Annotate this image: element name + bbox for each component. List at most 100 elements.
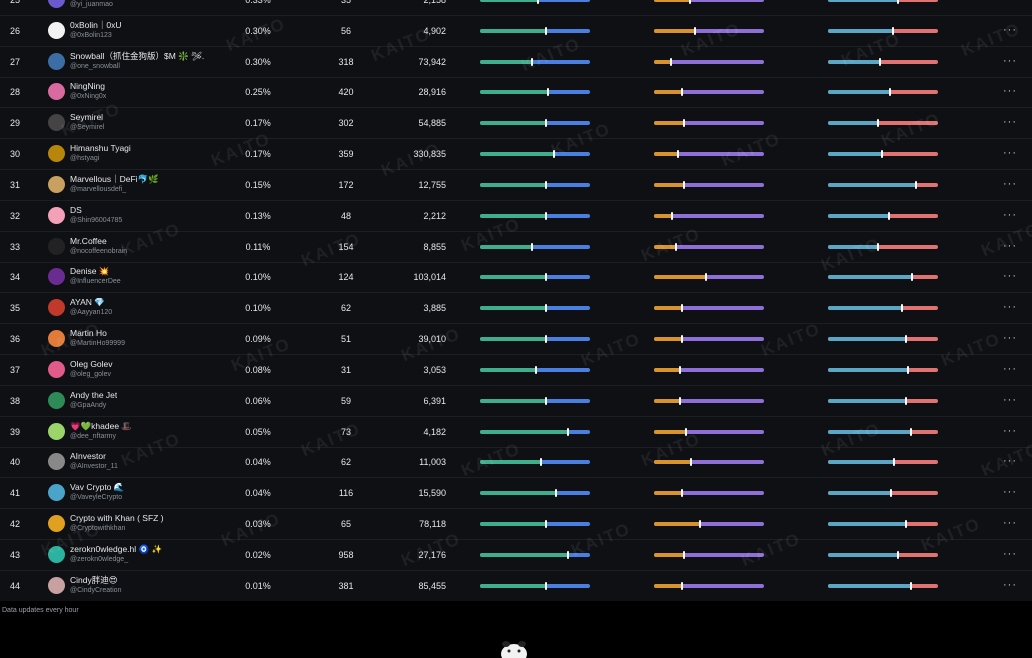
user-name: Oleg Golev — [70, 358, 113, 369]
more-button[interactable]: ··· — [1003, 486, 1017, 499]
mindshare: 0.11% — [245, 241, 271, 252]
split-bar — [654, 275, 764, 280]
split-bar — [828, 306, 938, 311]
engagement: 85,455 — [418, 580, 446, 591]
split-bar — [480, 244, 590, 249]
split-bar-left — [654, 275, 706, 280]
more-button[interactable]: ··· — [1003, 0, 1017, 5]
split-bar — [480, 152, 590, 157]
user-handle: @Seymirel — [70, 124, 105, 132]
more-button[interactable]: ··· — [1003, 424, 1017, 437]
mindshare: 0.10% — [245, 272, 271, 283]
user-handle: @0xBolin123 — [70, 31, 112, 39]
split-marker — [891, 26, 894, 35]
mindshare: 0.17% — [245, 118, 271, 129]
rank: 26 — [9, 25, 20, 36]
split-marker — [893, 458, 895, 467]
user-handle: @oleg_golev — [70, 370, 111, 378]
split-bar-left — [828, 152, 882, 157]
engagement: 103,014 — [413, 272, 446, 283]
more-button[interactable]: ··· — [1003, 54, 1017, 67]
more-button[interactable]: ··· — [1003, 116, 1017, 129]
engagement: 4,902 — [423, 25, 446, 36]
engagement: 2,158 — [423, 0, 446, 5]
split-bar-left — [828, 121, 878, 126]
more-button[interactable]: ··· — [1003, 177, 1017, 190]
engagement: 15,590 — [418, 488, 446, 499]
engagement: 6,391 — [423, 395, 446, 406]
leaderboard-table: 25 @yi_juanmao 0.33% 35 2,158 ··· 26 0xBolin｜0x… — [0, 0, 1032, 601]
split-marker — [889, 489, 892, 498]
user-name: Marvellous｜DeFi🐬🌿 — [70, 173, 159, 184]
split-bar — [828, 337, 938, 342]
split-bar — [654, 152, 764, 157]
more-button[interactable]: ··· — [1003, 393, 1017, 406]
split-bar — [480, 367, 590, 372]
split-marker — [910, 273, 913, 282]
user-handle: @VaveyleCrypto — [70, 494, 123, 502]
more-button[interactable]: ··· — [1003, 455, 1017, 468]
post-count: 381 — [338, 580, 354, 591]
split-marker — [545, 520, 547, 529]
split-marker — [876, 242, 879, 251]
avatar — [48, 453, 65, 471]
split-bar-left — [480, 552, 568, 557]
split-bar-left — [828, 59, 880, 64]
split-bar-left — [654, 337, 682, 342]
user-handle: @zerokn0wledge_ — [70, 555, 129, 563]
user-handle: @dee_nftarmy — [70, 432, 117, 440]
split-marker — [539, 458, 542, 467]
more-button[interactable]: ··· — [1003, 362, 1017, 375]
split-bar — [654, 90, 764, 95]
split-marker — [545, 119, 547, 128]
split-marker — [909, 427, 912, 436]
split-bar-left — [654, 491, 682, 496]
mindshare: 0.30% — [245, 56, 271, 67]
more-button[interactable]: ··· — [1003, 332, 1017, 345]
split-marker — [552, 150, 555, 159]
user-name: Vav Crypto 🌊 — [70, 482, 125, 493]
more-button[interactable]: ··· — [1003, 208, 1017, 221]
split-marker — [677, 150, 680, 159]
split-marker — [669, 57, 672, 66]
split-marker — [878, 57, 881, 66]
split-bar-left — [828, 306, 902, 311]
rank: 27 — [9, 56, 20, 67]
user-name: Andy the Jet — [70, 389, 118, 400]
split-marker — [693, 26, 696, 35]
split-marker — [545, 273, 547, 282]
leaderboard-row: 26 0xBolin｜0xU @0xBolin123 0.30% 56 4,902 ··· — [0, 16, 1032, 47]
mindshare: 0.10% — [245, 303, 271, 314]
avatar — [48, 515, 65, 533]
avatar — [48, 422, 65, 440]
split-marker — [900, 304, 903, 313]
split-marker — [545, 396, 547, 405]
split-bar-left — [480, 429, 568, 434]
split-bar-left — [828, 460, 894, 465]
leaderboard-row: 44 Cindy胖迪😍 @CindyCreation 0.01% 381 85,455 ··… — [0, 571, 1032, 601]
more-button[interactable]: ··· — [1003, 517, 1017, 530]
more-button[interactable]: ··· — [1003, 301, 1017, 314]
more-button[interactable]: ··· — [1003, 578, 1017, 591]
post-count: 420 — [338, 87, 354, 98]
split-bar-left — [480, 90, 549, 95]
more-button[interactable]: ··· — [1003, 547, 1017, 560]
split-bar-left — [654, 28, 695, 33]
more-button[interactable]: ··· — [1003, 23, 1017, 36]
split-bar-left — [828, 337, 907, 342]
split-marker — [905, 520, 908, 529]
more-button[interactable]: ··· — [1003, 147, 1017, 160]
engagement: 4,182 — [423, 426, 446, 437]
avatar — [48, 391, 65, 409]
engagement: 54,885 — [418, 118, 446, 129]
split-bar — [480, 306, 590, 311]
split-bar — [480, 0, 590, 2]
split-bar-left — [654, 244, 676, 249]
more-button[interactable]: ··· — [1003, 85, 1017, 98]
split-bar — [654, 460, 764, 465]
user-name: Crypto with Khan ( SFZ ) — [70, 513, 164, 524]
user-name: Martin Ho — [70, 328, 107, 339]
more-button[interactable]: ··· — [1003, 239, 1017, 252]
more-button[interactable]: ··· — [1003, 270, 1017, 283]
split-marker — [680, 489, 683, 498]
